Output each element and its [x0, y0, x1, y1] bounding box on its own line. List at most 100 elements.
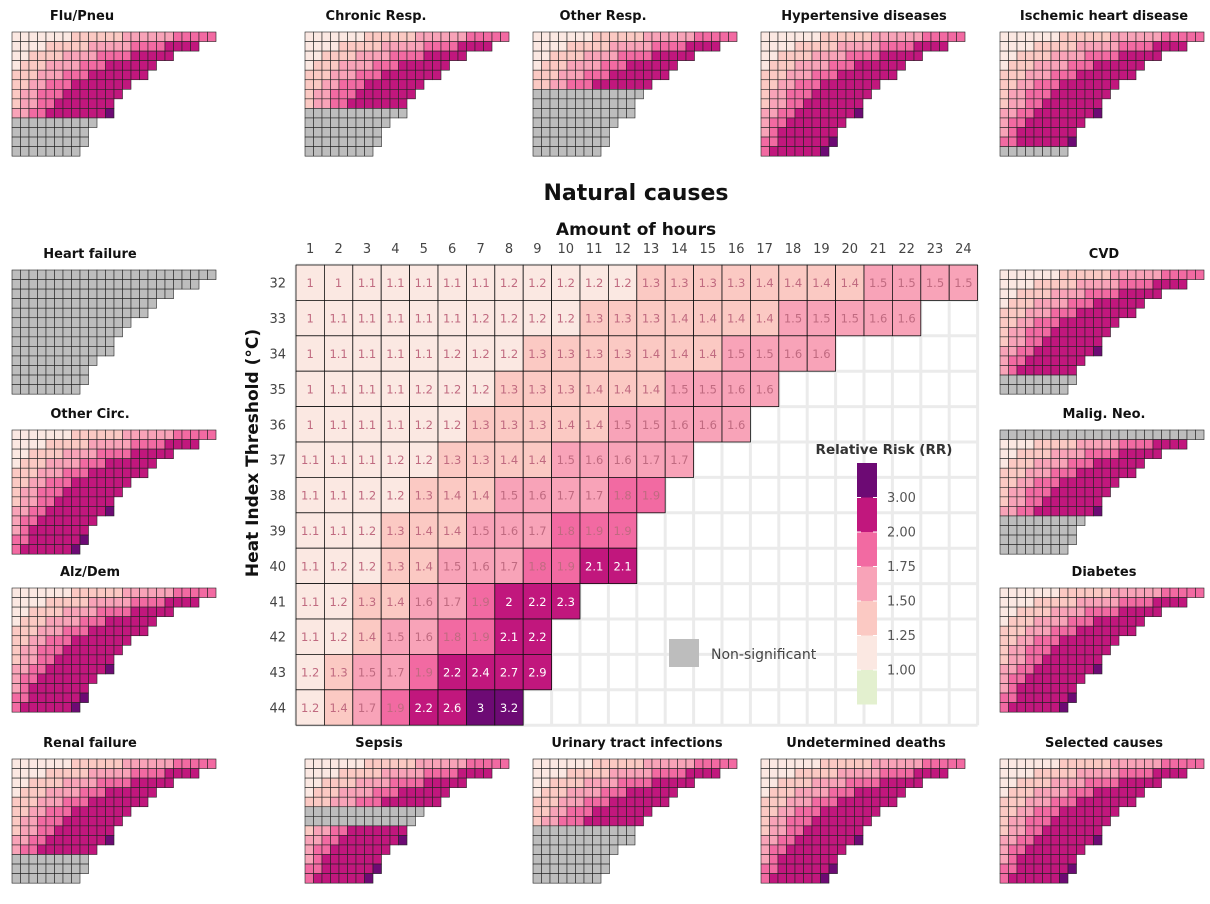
panel-cell — [389, 835, 399, 846]
panel-cell — [651, 50, 661, 61]
panel-cell — [1008, 796, 1018, 808]
panel-cell — [139, 616, 149, 627]
panel-cell — [45, 673, 55, 684]
panel-cell — [1042, 136, 1052, 147]
panel-cell — [105, 664, 115, 675]
panel-cell — [549, 69, 559, 81]
panel-cell — [794, 146, 804, 157]
cell-value-label: 1.9 — [613, 524, 631, 538]
panel-cell — [11, 458, 21, 469]
panel-cell — [389, 89, 399, 100]
panel-cell — [1059, 635, 1069, 646]
panel-cell — [173, 429, 183, 440]
panel-cell — [1093, 587, 1103, 598]
panel-cell — [96, 279, 106, 290]
heatmap-cell — [409, 299, 439, 337]
panel-cell — [1042, 644, 1052, 656]
panel-cell — [677, 777, 687, 788]
panel-cell — [820, 117, 830, 128]
panel-cell — [71, 326, 81, 338]
panel-cell — [1161, 587, 1171, 598]
panel-cell — [130, 616, 140, 627]
panel-cell — [156, 31, 166, 42]
panel-cell — [54, 768, 64, 779]
panel-cell — [1067, 835, 1077, 846]
panel-cell — [1016, 458, 1026, 469]
heatmap-cell — [835, 299, 865, 337]
panel-cell — [760, 835, 770, 846]
cell-value-label: 1.5 — [642, 418, 660, 432]
heatmap-cell — [551, 476, 581, 514]
cell-value-label: 1.3 — [727, 276, 745, 290]
panel-cell — [1033, 654, 1043, 665]
panel-cell — [423, 69, 433, 81]
panel-cell — [1050, 146, 1060, 157]
nonsig-legend: Non-significant — [669, 639, 817, 667]
panel-cell — [828, 50, 838, 61]
panel-cell — [96, 597, 106, 608]
panel-cell — [330, 41, 340, 52]
panel-cell — [304, 146, 314, 157]
panel-cell — [1050, 515, 1060, 526]
panel-cell — [449, 777, 459, 788]
panel-cell — [1016, 486, 1026, 498]
panel-cell — [1084, 317, 1094, 328]
panel-cell — [592, 815, 602, 827]
panel-cell — [1008, 136, 1018, 147]
panel-cell — [1101, 777, 1111, 788]
panel-cell — [20, 336, 30, 347]
panel-cell — [330, 146, 340, 157]
x-tick-label: 12 — [614, 242, 631, 257]
panel-cell — [432, 787, 442, 798]
panel-cell — [845, 768, 855, 779]
panel-cell — [28, 835, 38, 846]
panel-cell — [1169, 31, 1179, 42]
panel-cell — [566, 854, 576, 865]
panel-cell — [113, 486, 123, 498]
panel-cell — [330, 31, 340, 42]
panel-cell — [862, 79, 872, 90]
panel-cell — [820, 108, 830, 119]
panel-cell — [769, 873, 779, 884]
panel-cell — [37, 384, 47, 395]
panel-cell — [37, 336, 47, 347]
panel-cell — [105, 269, 115, 280]
panel-cell — [1084, 108, 1094, 119]
panel-cell — [45, 108, 55, 119]
cell-value-label: 1.9 — [415, 666, 433, 680]
panel-cell — [1025, 496, 1035, 507]
heatmap-cell — [551, 441, 581, 478]
panel-cell — [1067, 606, 1077, 617]
panel-cell — [88, 496, 98, 507]
panel-cell — [1042, 544, 1052, 555]
panel-cell — [1050, 683, 1060, 694]
panel-cell — [1025, 307, 1035, 319]
panel-cell — [1118, 777, 1128, 788]
panel-cell — [71, 89, 81, 100]
panel-cell — [37, 448, 47, 459]
panel-cell — [372, 796, 382, 808]
panel-cell — [11, 355, 21, 366]
panel-cell — [304, 863, 314, 874]
panel-cell — [541, 146, 551, 157]
panel-cell — [1050, 384, 1060, 395]
panel-cell — [96, 69, 106, 81]
panel-cell — [786, 41, 796, 52]
x-tick-label: 17 — [756, 242, 773, 257]
panel-cell — [381, 60, 391, 71]
panel-cell — [139, 269, 149, 280]
panel-cell — [794, 777, 804, 788]
panel-cell — [79, 365, 89, 376]
panel-cell — [37, 79, 47, 90]
panel-cell — [364, 806, 374, 817]
panel-cell — [432, 41, 442, 52]
panel-cell — [999, 69, 1009, 81]
panel-cell — [541, 98, 551, 109]
panel-cell — [939, 768, 949, 779]
panel-cell — [1127, 458, 1137, 469]
panel-cell — [956, 31, 966, 42]
panel-cell — [803, 41, 813, 52]
panel-cell — [794, 127, 804, 138]
panel-cell — [1059, 654, 1069, 665]
panel-cell — [1118, 616, 1128, 627]
